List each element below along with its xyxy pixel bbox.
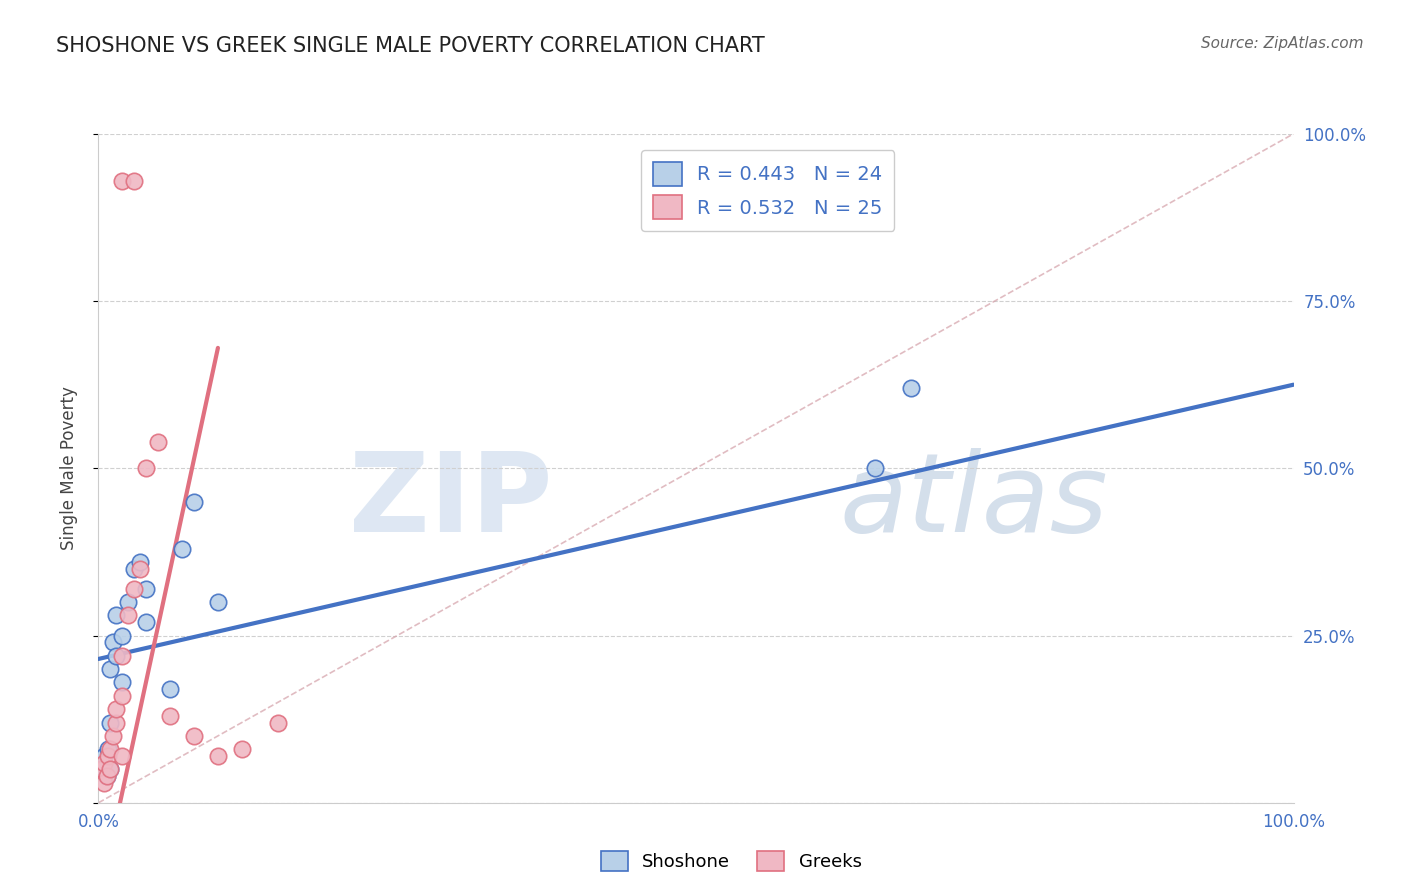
Point [183,494,205,508]
Point [124,562,146,576]
Point [101,729,124,743]
Point [97,749,120,764]
Point [129,562,152,576]
Point [98,662,122,676]
Point [98,762,122,776]
Point [111,675,134,690]
Point [135,615,157,630]
Point [124,173,146,188]
Text: atlas: atlas [839,449,1108,555]
Point [117,595,139,609]
Point [124,582,146,596]
Point [98,742,122,756]
Point [117,608,139,623]
Point [135,461,157,475]
Point [93,756,115,770]
Point [111,173,134,188]
Point [148,434,170,449]
Point [207,749,229,764]
Point [93,762,115,776]
Point [98,715,122,730]
Text: Source: ZipAtlas.com: Source: ZipAtlas.com [1201,36,1364,51]
Point [97,742,120,756]
Point [900,381,922,395]
Y-axis label: Single Male Poverty: Single Male Poverty [59,386,77,550]
Point [96,769,118,783]
Point [231,742,253,756]
Point [172,541,194,556]
Point [105,648,128,663]
Point [129,555,152,569]
Point [135,582,157,596]
Point [159,681,181,696]
Point [111,648,134,663]
Point [105,608,128,623]
Point [91,762,114,776]
Point [159,708,181,723]
Point [93,749,115,764]
Point [105,702,128,716]
Point [207,595,229,609]
Point [863,461,887,475]
Text: ZIP: ZIP [349,449,553,555]
Legend: R = 0.443   N = 24, R = 0.532   N = 25: R = 0.443 N = 24, R = 0.532 N = 25 [641,150,894,231]
Point [93,775,115,790]
Point [98,762,122,776]
Point [111,749,134,764]
Point [111,628,134,642]
Text: SHOSHONE VS GREEK SINGLE MALE POVERTY CORRELATION CHART: SHOSHONE VS GREEK SINGLE MALE POVERTY CO… [56,36,765,55]
Point [101,635,124,649]
Point [105,715,128,730]
Point [93,756,115,770]
Point [183,729,205,743]
Legend: Shoshone, Greeks: Shoshone, Greeks [593,844,869,879]
Point [96,769,118,783]
Point [267,715,290,730]
Point [111,689,134,703]
